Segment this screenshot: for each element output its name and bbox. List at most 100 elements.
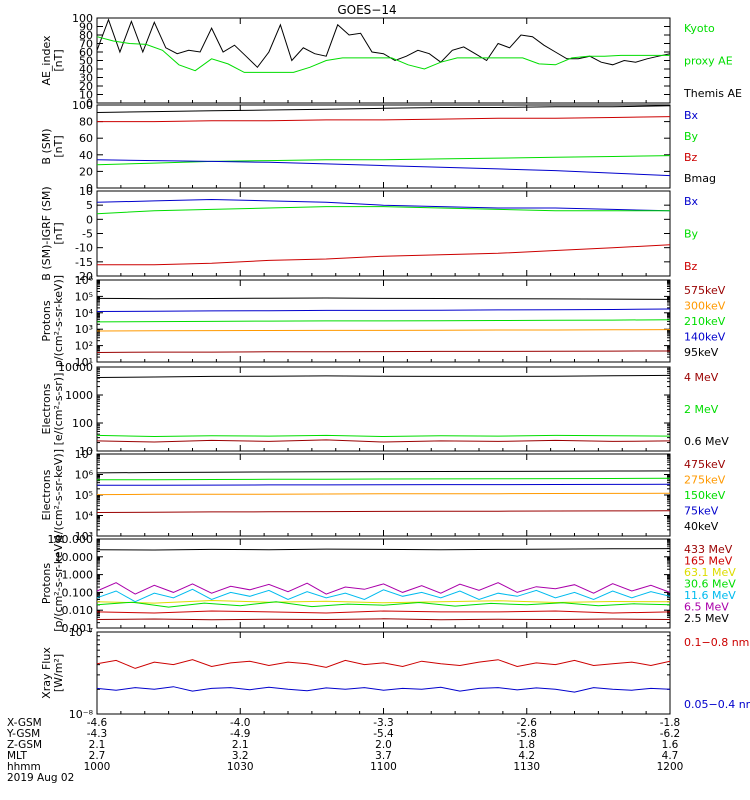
- panel-5: 10³ 10⁴ 10⁵ 10⁶ 10⁷ Electrons e/(cm²-s-sr-keV)…: [40, 448, 726, 543]
- series-line-0: [96, 18, 671, 69]
- footer-value: -6.2: [660, 728, 681, 740]
- footer-value: 2.7: [89, 750, 106, 762]
- series-line-1: [96, 582, 671, 595]
- footer-value: -5.4: [373, 728, 394, 740]
- y-axis-title: B (SM)-IGRF (SM): [40, 186, 53, 280]
- y-tick-label: 10⁷: [75, 448, 93, 461]
- y-axis-title: B (SM): [40, 128, 53, 164]
- footer-value: -4.3: [87, 728, 108, 740]
- y-axis-title: e/(cm²-s-sr-keV)]: [52, 449, 65, 541]
- y-tick-label: -10: [75, 242, 93, 255]
- legend-entry: By: [684, 130, 699, 143]
- y-tick-label: 10¹: [75, 356, 93, 369]
- y-tick-label: 0: [86, 182, 93, 195]
- series-line-3: [96, 159, 671, 177]
- series-line-0: [96, 374, 671, 378]
- legend-entry: 300keV: [684, 300, 726, 313]
- y-tick-label: 100: [72, 99, 93, 112]
- series-line-1: [96, 686, 671, 693]
- y-tick-label: 10⁴: [75, 510, 94, 523]
- y-tick-label: 10⁶: [75, 469, 94, 482]
- legend-entry: 95keV: [684, 346, 719, 359]
- y-tick-label: 100: [72, 12, 93, 25]
- legend-entry: Kyoto: [684, 22, 715, 35]
- series-line-1: [96, 206, 670, 215]
- series-line-4: [96, 510, 671, 513]
- y-tick-label: 40: [79, 149, 93, 162]
- series-line-2: [96, 319, 671, 323]
- series-line-0: [96, 548, 671, 551]
- y-axis-title: AE_index: [40, 35, 53, 86]
- legend-entry: 75keV: [684, 505, 719, 518]
- y-tick-label: 10³: [75, 323, 93, 336]
- legend-entry: 0.1−0.8 nm: [684, 636, 749, 649]
- footer-row-label: hhmm: [7, 761, 41, 773]
- y-tick-label: 10⁴: [75, 307, 94, 320]
- footer-value: 3.7: [375, 750, 392, 762]
- legend-entry: 2 MeV: [684, 403, 719, 416]
- y-tick-label: 10²: [75, 340, 93, 353]
- y-tick-label: 40: [79, 63, 93, 76]
- legend-entry: 0.6 MeV: [684, 435, 729, 448]
- legend-entry: By: [684, 228, 699, 241]
- legend-entry: 0.05−0.4 nm: [684, 698, 750, 711]
- legend-entry: 210keV: [684, 315, 726, 328]
- footer-value: 1130: [513, 761, 540, 773]
- series-line-4: [96, 350, 671, 353]
- panel-frame: [96, 190, 671, 277]
- footer-value: -4.0: [230, 717, 251, 729]
- footer-value: 2.1: [232, 739, 249, 751]
- y-tick-label: 0.100: [62, 586, 94, 599]
- y-tick-label: 0.010: [62, 604, 94, 617]
- legend-entry: Bx: [684, 195, 699, 208]
- y-tick-label: 10: [79, 185, 93, 198]
- footer-value: -4.9: [230, 728, 251, 740]
- panel-frame: [96, 17, 671, 104]
- footer-row-label: MLT: [7, 750, 27, 762]
- y-tick-label: 10⁵: [75, 290, 93, 303]
- footer-value: 3.2: [232, 750, 249, 762]
- footer-value: 2.0: [375, 739, 392, 751]
- series-line-2: [96, 588, 671, 603]
- y-tick-label: 80: [79, 116, 93, 129]
- y-tick-label: -20: [75, 270, 93, 283]
- legend-entry: Bx: [684, 109, 699, 122]
- series-line-3: [96, 599, 671, 604]
- series-line-0: [96, 198, 671, 212]
- series-line-1: [96, 477, 671, 481]
- legend-entry: proxy AE: [684, 55, 733, 68]
- legend-entry: 433 MeV: [684, 543, 733, 556]
- legend-entry: Bmag: [684, 172, 716, 185]
- legend-entry: 150keV: [684, 489, 726, 502]
- y-axis-title: p/(cm²-s-sr-keV)]: [52, 275, 65, 367]
- legend-entry: 475keV: [684, 458, 726, 471]
- legend-entry: 11.6 MeV: [684, 589, 736, 602]
- y-tick-label: 10⁵: [75, 489, 93, 502]
- y-tick-label: 60: [79, 132, 93, 145]
- y-axis-title: [p/(cm²-s-sr-keV)]: [52, 535, 65, 632]
- panel-frame: [96, 366, 671, 452]
- y-tick-label: 60: [79, 46, 93, 59]
- footer-value: 1200: [657, 761, 684, 773]
- y-axis-title: Protons: [40, 300, 53, 341]
- footer-row-label: Y-GSM: [6, 728, 40, 740]
- series-line-0: [96, 105, 671, 113]
- footer-value: -1.8: [660, 717, 681, 729]
- series-line-2: [97, 483, 671, 486]
- footer-value: 4.2: [518, 750, 535, 762]
- legend-entry: 575keV: [684, 284, 726, 297]
- y-tick-label: 50: [79, 55, 93, 68]
- series-line-2: [97, 244, 671, 266]
- y-tick-label: 0: [86, 97, 93, 110]
- footer-value: 1100: [370, 761, 397, 773]
- footer-value: -3.3: [373, 717, 394, 729]
- legend-entry: 30.6 MeV: [684, 578, 736, 591]
- legend-entry: Themis AE: [683, 87, 742, 100]
- series-line-0: [96, 659, 671, 669]
- legend-entry: Bz: [684, 151, 698, 164]
- series-line-1: [96, 434, 671, 438]
- y-tick-label: 10⁶: [75, 274, 94, 287]
- y-tick-label: 0: [86, 213, 93, 226]
